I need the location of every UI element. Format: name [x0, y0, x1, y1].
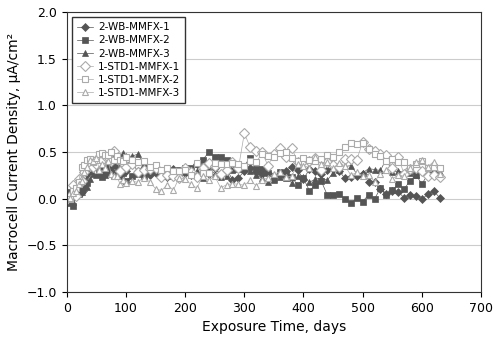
- Y-axis label: Macrocell Current Density, μA/cm²: Macrocell Current Density, μA/cm²: [7, 33, 21, 271]
- 2-WB-MMFX-2: [390, 188, 396, 192]
- 2-WB-MMFX-1: [66, 194, 72, 198]
- X-axis label: Exposure Time, days: Exposure Time, days: [202, 320, 346, 334]
- 2-WB-MMFX-3: [158, 170, 164, 174]
- 2-WB-MMFX-1: [230, 178, 235, 182]
- 1-STD1-MMFX-3: [384, 168, 390, 172]
- 2-WB-MMFX-3: [436, 170, 442, 174]
- Line: 1-STD1-MMFX-2: 1-STD1-MMFX-2: [66, 139, 443, 202]
- 1-STD1-MMFX-2: [114, 154, 120, 159]
- Line: 2-WB-MMFX-3: 2-WB-MMFX-3: [67, 150, 442, 206]
- 2-WB-MMFX-2: [236, 163, 242, 167]
- 2-WB-MMFX-2: [206, 150, 212, 154]
- 2-WB-MMFX-2: [66, 190, 72, 194]
- 1-STD1-MMFX-2: [66, 197, 72, 201]
- Legend: 2-WB-MMFX-1, 2-WB-MMFX-2, 2-WB-MMFX-3, 1-STD1-MMFX-1, 1-STD1-MMFX-2, 1-STD1-MMFX: 2-WB-MMFX-1, 2-WB-MMFX-2, 2-WB-MMFX-3, 1…: [72, 17, 186, 103]
- 2-WB-MMFX-1: [419, 197, 425, 201]
- 2-WB-MMFX-1: [102, 153, 108, 158]
- 1-STD1-MMFX-3: [436, 172, 442, 176]
- 1-STD1-MMFX-1: [224, 167, 230, 172]
- 1-STD1-MMFX-1: [436, 175, 442, 179]
- Line: 2-WB-MMFX-2: 2-WB-MMFX-2: [67, 149, 442, 209]
- 1-STD1-MMFX-1: [401, 172, 407, 176]
- Line: 2-WB-MMFX-1: 2-WB-MMFX-1: [67, 153, 442, 202]
- 1-STD1-MMFX-1: [66, 194, 72, 198]
- 2-WB-MMFX-3: [230, 167, 235, 171]
- 2-WB-MMFX-1: [401, 196, 407, 200]
- 2-WB-MMFX-2: [158, 172, 164, 176]
- 1-STD1-MMFX-2: [436, 166, 442, 170]
- 1-STD1-MMFX-3: [372, 179, 378, 183]
- 1-STD1-MMFX-2: [152, 163, 158, 167]
- 2-WB-MMFX-1: [372, 180, 378, 184]
- 2-WB-MMFX-3: [66, 201, 72, 205]
- 1-STD1-MMFX-2: [384, 159, 390, 163]
- 2-WB-MMFX-2: [407, 179, 413, 183]
- Line: 1-STD1-MMFX-3: 1-STD1-MMFX-3: [66, 154, 443, 202]
- 1-STD1-MMFX-2: [224, 162, 230, 166]
- 2-WB-MMFX-2: [70, 204, 75, 208]
- 1-STD1-MMFX-3: [224, 183, 230, 187]
- 2-WB-MMFX-1: [436, 196, 442, 200]
- 2-WB-MMFX-1: [158, 169, 164, 173]
- 1-STD1-MMFX-1: [114, 157, 120, 161]
- 2-WB-MMFX-1: [117, 161, 123, 165]
- 1-STD1-MMFX-1: [384, 153, 390, 157]
- 1-STD1-MMFX-2: [360, 140, 366, 145]
- 2-WB-MMFX-2: [117, 174, 123, 178]
- 1-STD1-MMFX-2: [401, 160, 407, 164]
- 1-STD1-MMFX-1: [152, 166, 158, 170]
- 1-STD1-MMFX-3: [114, 175, 120, 179]
- 2-WB-MMFX-2: [378, 186, 384, 190]
- 1-STD1-MMFX-2: [372, 152, 378, 157]
- 2-WB-MMFX-3: [372, 167, 378, 172]
- 1-STD1-MMFX-1: [242, 131, 248, 135]
- 1-STD1-MMFX-3: [152, 187, 158, 191]
- 2-WB-MMFX-1: [384, 192, 390, 196]
- 2-WB-MMFX-3: [114, 152, 120, 156]
- 2-WB-MMFX-3: [120, 151, 126, 155]
- 2-WB-MMFX-3: [401, 170, 407, 175]
- 2-WB-MMFX-3: [384, 157, 390, 161]
- 1-STD1-MMFX-3: [66, 196, 72, 200]
- 1-STD1-MMFX-3: [312, 155, 318, 159]
- 1-STD1-MMFX-1: [372, 149, 378, 153]
- 2-WB-MMFX-2: [436, 165, 442, 169]
- Line: 1-STD1-MMFX-1: 1-STD1-MMFX-1: [66, 130, 443, 200]
- 1-STD1-MMFX-3: [401, 174, 407, 178]
